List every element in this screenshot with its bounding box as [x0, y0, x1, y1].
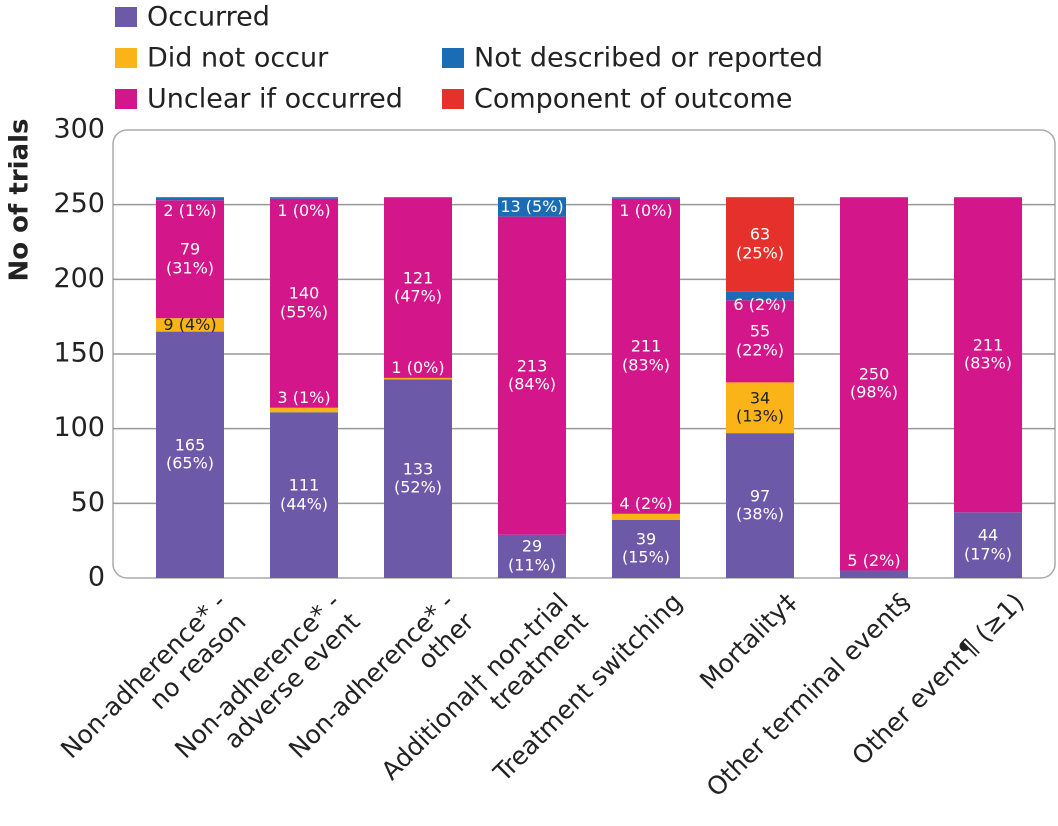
y-tick-label: 100: [53, 412, 105, 443]
value-label: 1 (0%): [391, 357, 445, 377]
bar-segment: [156, 197, 224, 201]
legend-label: Unclear if occurred: [147, 84, 403, 115]
legend-label: Did not occur: [147, 43, 329, 74]
bar-segment: [498, 197, 566, 217]
value-label: 44 (17%): [963, 525, 1013, 564]
bar-segment: [726, 197, 794, 292]
bar-segment: [612, 197, 680, 199]
bar-segment: [270, 412, 338, 578]
value-label: 213 (84%): [507, 356, 557, 394]
value-label: 29 (11%): [507, 536, 557, 575]
value-label: 6 (2%): [733, 295, 787, 315]
value-label: 211 (83%): [621, 336, 671, 375]
bar-segment: [840, 197, 908, 571]
value-label: 4 (2%): [619, 493, 673, 513]
bar-segment: [384, 197, 452, 378]
value-label: 63 (25%): [735, 224, 785, 263]
value-label: 97 (38%): [735, 486, 785, 524]
bar-segment: [726, 291, 794, 301]
bar-segment: [954, 512, 1022, 578]
bar-segment: [384, 379, 452, 578]
value-label: 211 (83%): [963, 335, 1013, 373]
value-label: 2 (1%): [163, 200, 217, 220]
legend-label: Occurred: [147, 2, 270, 33]
bar-segment: [612, 513, 680, 520]
bar-segment: [270, 198, 338, 408]
legend-label: Component of outcome: [474, 84, 792, 115]
legend-swatch: [442, 48, 464, 68]
bar-segment: [384, 377, 452, 380]
bar-segment: [840, 570, 908, 578]
value-label: 13 (5%): [500, 196, 564, 216]
y-tick-label: 0: [88, 562, 105, 593]
value-label: 1 (0%): [277, 200, 331, 220]
value-label: 165 (65%): [165, 435, 215, 473]
value-label: 39 (15%): [621, 529, 671, 567]
legend-label: Not described or reported: [474, 43, 823, 74]
value-label: 55 (22%): [735, 321, 785, 360]
value-label: 121 (47%): [393, 268, 443, 306]
bar-segment: [726, 433, 794, 578]
value-label: 34 (13%): [735, 388, 785, 426]
value-label: 133 (52%): [393, 459, 443, 497]
legend-swatch: [115, 7, 137, 27]
bar-segment: [498, 534, 566, 578]
bar-segment: [726, 300, 794, 383]
value-label: 9 (4%): [163, 314, 217, 334]
value-label: 79 (31%): [165, 239, 215, 278]
legend-swatch: [442, 89, 464, 109]
legend-swatch: [115, 48, 137, 68]
bar-segment: [954, 197, 1022, 513]
y-tick-label: 250: [53, 188, 105, 219]
value-label: 111 (44%): [279, 475, 329, 514]
value-label: 140 (55%): [279, 283, 329, 322]
value-label: 1 (0%): [619, 200, 673, 220]
bar-segment: [612, 519, 680, 578]
value-label: 5 (2%): [847, 550, 901, 570]
y-tick-label: 300: [53, 114, 105, 145]
bar-segment: [270, 407, 338, 413]
bar-segment: [270, 197, 338, 199]
bar-segment: [612, 198, 680, 514]
legend-swatch: [115, 89, 137, 109]
value-label: 3 (1%): [277, 387, 331, 407]
bar-segment: [498, 216, 566, 535]
y-tick-label: 50: [71, 487, 105, 518]
bar-segment: [156, 318, 224, 332]
y-tick-label: 150: [53, 338, 105, 369]
y-axis-label: No of trials: [5, 119, 35, 282]
bar-segment: [156, 200, 224, 319]
bar-segment: [726, 382, 794, 434]
bar-segment: [156, 331, 224, 578]
y-tick-label: 200: [53, 263, 105, 294]
value-label: 250 (98%): [849, 364, 899, 402]
